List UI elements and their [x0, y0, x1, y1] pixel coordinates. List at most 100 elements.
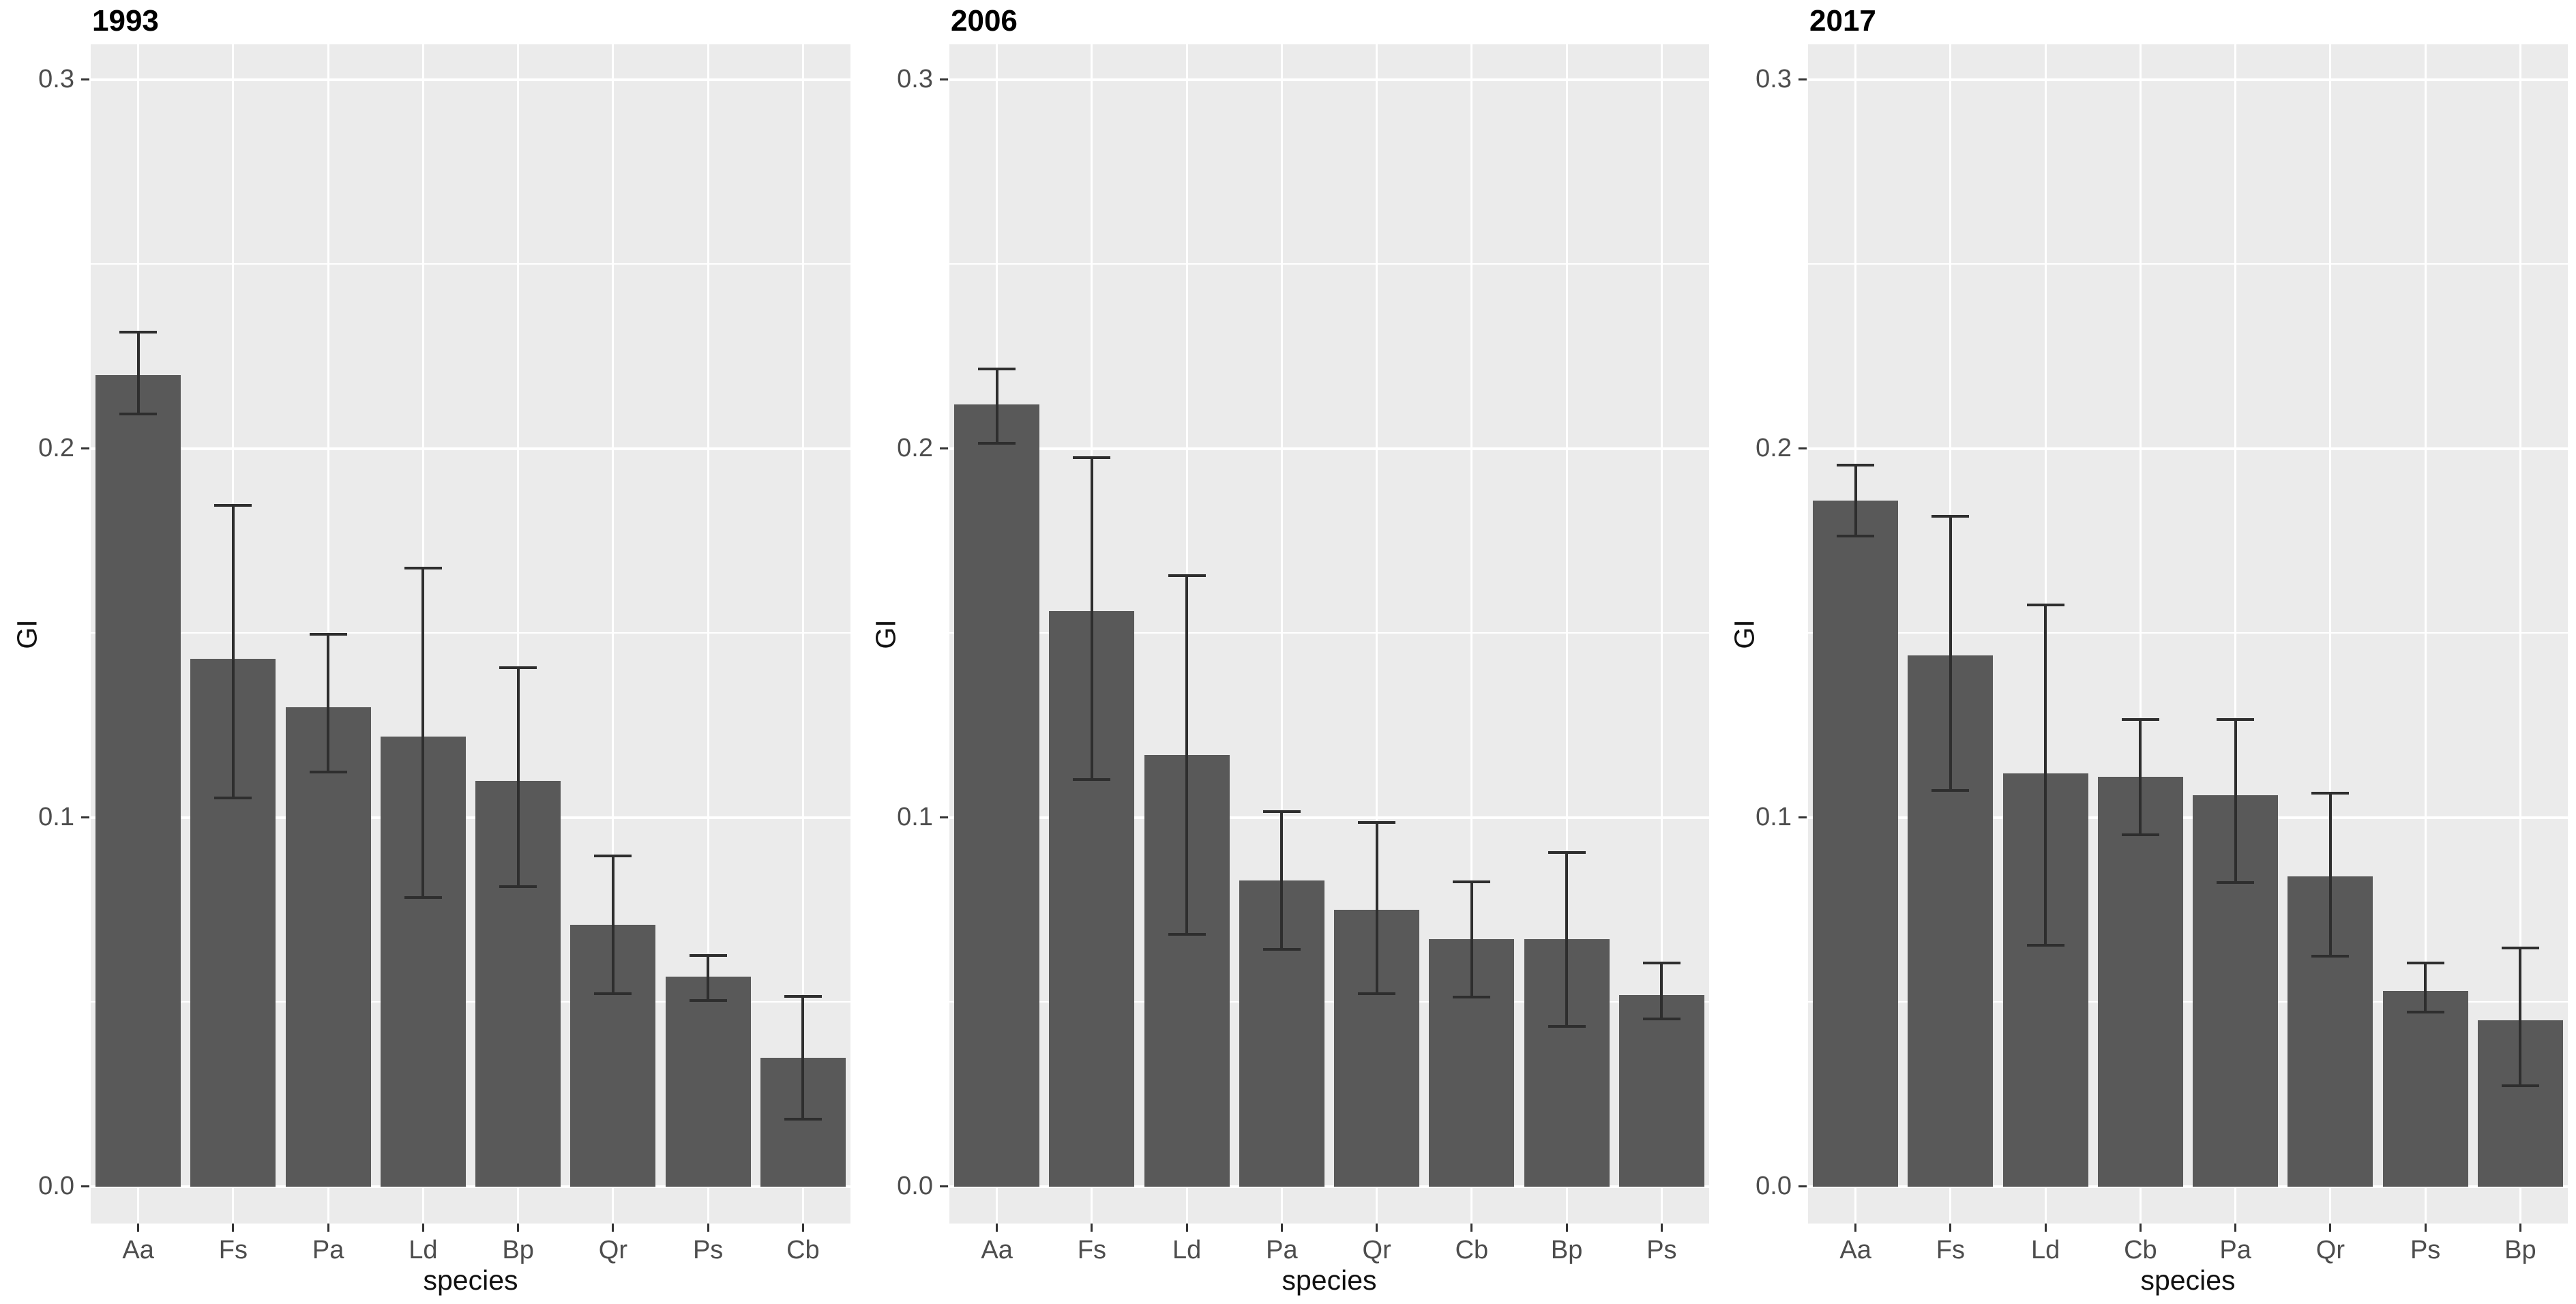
minor-gridline — [91, 263, 850, 265]
errorbar-Cb — [784, 994, 822, 1121]
x-axis-title: species — [2140, 1264, 2236, 1296]
errorbar-cap-top — [2311, 792, 2350, 795]
major-gridline-vertical — [2234, 44, 2237, 1224]
major-gridline-vertical — [612, 44, 615, 1224]
errorbar-stem — [327, 633, 330, 773]
errorbar-stem — [2139, 717, 2142, 836]
y-tick-label: 0.1 — [1756, 802, 1792, 831]
x-tick-mark — [137, 1224, 140, 1232]
errorbar-cap-bottom — [1073, 777, 1111, 781]
errorbar-stem — [1280, 810, 1284, 951]
errorbar-cap-top — [309, 633, 347, 636]
x-tick-mark — [1470, 1224, 1473, 1232]
errorbar-cap-top — [689, 954, 727, 958]
errorbar-Aa — [1837, 463, 1875, 537]
x-tick-mark — [232, 1224, 235, 1232]
plot-title: 1993 — [92, 4, 159, 38]
y-tick-mark — [81, 78, 89, 81]
major-gridline — [91, 78, 850, 81]
x-tick-label: Ld — [2030, 1236, 2060, 1264]
x-tick-label: Cb — [2124, 1236, 2157, 1264]
x-tick-mark — [2329, 1224, 2332, 1232]
errorbar-Bp — [2501, 947, 2539, 1087]
major-gridline — [1808, 78, 2568, 81]
y-tick-mark — [1798, 816, 1807, 819]
x-axis-title: species — [1282, 1264, 1377, 1296]
errorbar-Qr — [2311, 792, 2350, 958]
errorbar-cap-bottom — [1358, 992, 1396, 995]
errorbar-stem — [1660, 961, 1663, 1021]
y-tick-label: 0.3 — [38, 64, 74, 93]
errorbar-cap-top — [1262, 810, 1301, 814]
errorbar-cap-top — [594, 855, 632, 857]
y-tick-label: 0.1 — [897, 802, 933, 831]
x-tick-label: Qr — [2315, 1236, 2345, 1264]
major-gridline-vertical — [1565, 44, 1568, 1224]
x-tick-label: Bp — [502, 1236, 534, 1264]
errorbar-Aa — [119, 330, 158, 416]
minor-gridline — [1808, 263, 2568, 265]
bar-Aa — [954, 404, 1040, 1187]
x-tick-mark — [1091, 1224, 1093, 1232]
errorbar-cap-top — [978, 367, 1016, 370]
major-gridline-vertical — [1280, 44, 1283, 1224]
plot-panel — [1808, 44, 2568, 1224]
bar-Aa — [1813, 500, 1899, 1187]
x-tick-mark — [996, 1224, 998, 1232]
errorbar-stem — [1949, 515, 1952, 792]
errorbar-cap-bottom — [2311, 955, 2350, 958]
x-tick-label: Fs — [1077, 1236, 1106, 1264]
minor-gridline — [91, 1001, 850, 1003]
errorbar-cap-bottom — [214, 796, 252, 799]
y-tick-label: 0.3 — [1756, 64, 1792, 93]
x-tick-label: Pa — [312, 1236, 344, 1264]
y-tick-mark — [81, 1185, 89, 1188]
errorbar-cap-bottom — [689, 999, 727, 1003]
errorbar-cap-top — [1837, 463, 1875, 466]
errorbar-cap-top — [1453, 880, 1491, 883]
y-tick-mark — [1798, 447, 1807, 450]
x-tick-label: Aa — [1839, 1236, 1871, 1264]
errorbar-cap-bottom — [1931, 789, 1970, 792]
y-tick-label: 0.2 — [897, 433, 933, 462]
y-tick-mark — [940, 1185, 948, 1188]
errorbar-Pa — [309, 633, 347, 773]
x-tick-label: Cb — [786, 1236, 820, 1264]
errorbar-cap-top — [404, 567, 442, 570]
errorbar-stem — [1185, 574, 1189, 936]
x-tick-label: Ps — [2410, 1236, 2441, 1264]
errorbar-cap-top — [2217, 717, 2255, 721]
errorbar-stem — [2044, 604, 2047, 947]
y-tick-mark — [81, 816, 89, 819]
x-tick-label: Qr — [598, 1236, 627, 1264]
x-axis-title: species — [423, 1264, 518, 1296]
x-tick-mark — [1660, 1224, 1663, 1232]
minor-gridline — [1808, 632, 2568, 634]
major-gridline-vertical — [2519, 44, 2521, 1224]
x-tick-mark — [1565, 1224, 1568, 1232]
errorbar-cap-bottom — [1548, 1025, 1586, 1028]
minor-gridline — [91, 632, 850, 634]
x-tick-mark — [1280, 1224, 1283, 1232]
errorbar-stem — [1470, 880, 1473, 998]
errorbar-cap-top — [2406, 961, 2444, 964]
errorbar-cap-top — [784, 994, 822, 998]
x-tick-label: Fs — [1936, 1236, 1965, 1264]
errorbar-stem — [2519, 947, 2522, 1087]
errorbar-stem — [1090, 456, 1093, 781]
errorbar-stem — [421, 567, 425, 899]
y-tick-mark — [940, 447, 948, 450]
x-tick-label: Bp — [2504, 1236, 2536, 1264]
major-gridline — [91, 447, 850, 450]
x-tick-mark — [517, 1224, 520, 1232]
x-tick-label: Qr — [1362, 1236, 1391, 1264]
major-gridline-vertical — [707, 44, 709, 1224]
errorbar-cap-top — [2501, 947, 2539, 950]
y-axis-title: GI — [11, 619, 43, 649]
errorbar-stem — [1375, 821, 1378, 995]
x-tick-label: Aa — [981, 1236, 1013, 1264]
errorbar-stem — [801, 994, 805, 1121]
errorbar-cap-top — [119, 330, 158, 334]
x-tick-mark — [2044, 1224, 2047, 1232]
errorbar-cap-top — [2121, 717, 2159, 721]
